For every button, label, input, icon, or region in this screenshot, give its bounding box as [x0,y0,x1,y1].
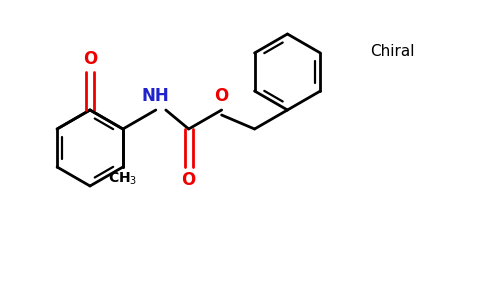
Text: Chiral: Chiral [370,44,414,59]
Text: CH$_3$: CH$_3$ [108,171,137,188]
Text: O: O [83,50,97,68]
Text: NH: NH [142,87,170,105]
Text: O: O [214,87,229,105]
Text: O: O [182,171,196,189]
